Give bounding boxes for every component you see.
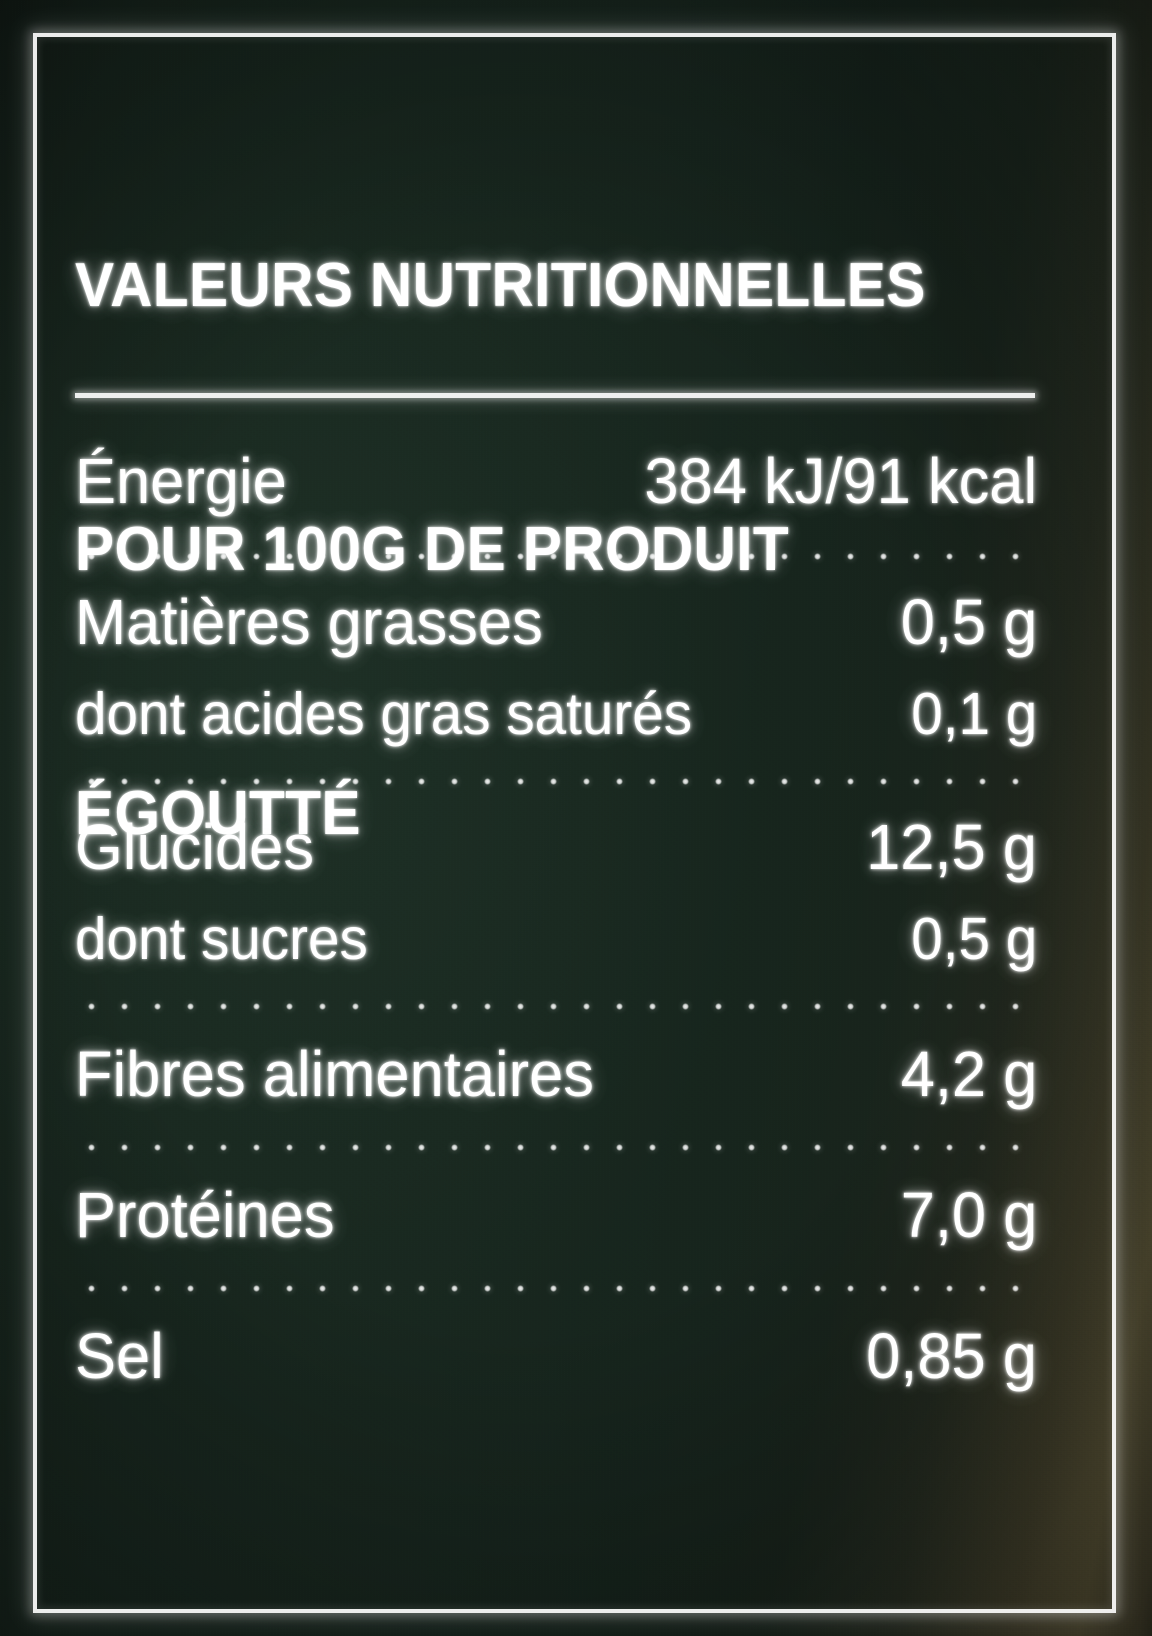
nutrient-value-glucides: 12,5 g <box>866 811 1037 883</box>
row-divider <box>75 553 1035 560</box>
nutrient-label-sucres: dont sucres <box>75 906 368 972</box>
nutrient-group-carbohydrates: Glucides 12,5 g dont sucres 0,5 g <box>75 785 1037 1003</box>
nutrient-label-acides-gras-satures: dont acides gras saturés <box>75 681 693 747</box>
nutrient-value-fibres-alimentaires: 4,2 g <box>900 1038 1037 1110</box>
nutrient-value-proteines: 7,0 g <box>900 1179 1037 1251</box>
nutrient-value-matieres-grasses: 0,5 g <box>900 586 1037 658</box>
table-row: Matières grasses 0,5 g <box>75 574 1037 670</box>
nutrient-label-fibres-alimentaires: Fibres alimentaires <box>75 1038 594 1110</box>
nutrient-group-salt: Sel 0,85 g <box>75 1292 1037 1414</box>
page-title: VALEURS NUTRITIONNELLES POUR 100g DE PRO… <box>75 66 984 1034</box>
title-block: VALEURS NUTRITIONNELLES POUR 100g DE PRO… <box>75 66 1037 1034</box>
nutrient-value-sel: 0,85 g <box>866 1320 1037 1392</box>
nutrient-value-sucres: 0,5 g <box>911 906 1037 972</box>
table-row: dont sucres 0,5 g <box>75 895 1037 983</box>
nutrient-label-energie: Énergie <box>75 445 287 517</box>
row-divider <box>75 1144 1035 1151</box>
row-divider <box>75 778 1035 785</box>
table-row: Énergie 384 kJ/91 kcal <box>75 433 1037 529</box>
nutrient-value-energie: 384 kJ/91 kcal <box>644 445 1037 517</box>
nutrient-group-energy: Énergie 384 kJ/91 kcal <box>75 415 1037 553</box>
nutrient-label-proteines: Protéines <box>75 1179 335 1251</box>
title-line-2: POUR 100g DE PRODUIT <box>75 515 790 584</box>
nutrient-group-fibre: Fibres alimentaires 4,2 g <box>75 1010 1037 1144</box>
table-row: dont acides gras saturés 0,1 g <box>75 670 1037 758</box>
nutrient-group-protein: Protéines 7,0 g <box>75 1151 1037 1285</box>
table-row: Protéines 7,0 g <box>75 1167 1037 1263</box>
nutrient-value-acides-gras-satures: 0,1 g <box>911 681 1037 747</box>
row-divider <box>75 1003 1035 1010</box>
table-row: Fibres alimentaires 4,2 g <box>75 1026 1037 1122</box>
title-line-1: VALEURS NUTRITIONNELLES <box>75 251 926 320</box>
table-row: Sel 0,85 g <box>75 1308 1037 1404</box>
nutrient-label-glucides: Glucides <box>75 811 315 883</box>
title-line-3: ÉGOUTTÉ <box>75 779 361 848</box>
table-row: Glucides 12,5 g <box>75 799 1037 895</box>
nutrient-group-fat: Matières grasses 0,5 g dont acides gras … <box>75 560 1037 778</box>
nutrient-label-sel: Sel <box>75 1320 164 1392</box>
row-divider <box>75 1285 1035 1292</box>
nutrient-label-matieres-grasses: Matières grasses <box>75 586 543 658</box>
nutrition-table: Énergie 384 kJ/91 kcal Matières grasses … <box>75 415 1037 1414</box>
title-separator-rule <box>75 393 1035 398</box>
